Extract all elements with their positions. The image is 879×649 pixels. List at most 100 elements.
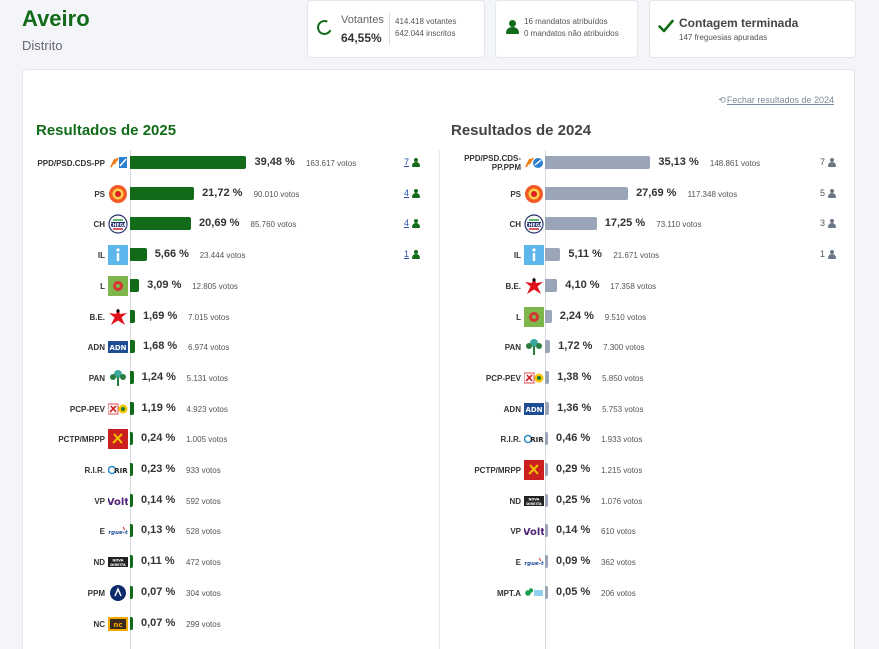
- ps-logo: [108, 184, 128, 204]
- vote-share-bar: [545, 340, 551, 354]
- party-row: PCTP/MRPP 0,29 % 1.215 votos: [23, 459, 856, 481]
- vote-count: 21.671 votos: [613, 251, 660, 261]
- inscritos-count: 642.044 inscritos: [395, 29, 456, 38]
- vote-count: 4.923 votos: [186, 404, 228, 414]
- party-name: IL: [513, 251, 521, 261]
- vote-share-pct: 0,07 %: [141, 616, 176, 629]
- party-row: PPD/PSD.CDS-PP.PPM 35,13 % 148.861 votos 7: [23, 152, 856, 174]
- person-icon: [412, 188, 420, 198]
- seat-count[interactable]: 4: [404, 218, 410, 229]
- party-row: PCTP/MRPP 0,24 % 1.005 votos: [23, 428, 856, 450]
- vote-share-bar: [130, 309, 135, 323]
- votantes-label: Votantes: [341, 14, 384, 26]
- vote-share-pct: 1,72 %: [558, 340, 593, 353]
- vote-share-bar: [545, 524, 548, 538]
- vote-count: 5.850 votos: [602, 373, 644, 383]
- rir-logo: RIR: [524, 429, 544, 449]
- contagem-title: Contagem terminada: [679, 16, 799, 30]
- vote-share-pct: 27,69 %: [636, 186, 677, 199]
- vote-count: 17.358 votos: [610, 281, 657, 291]
- mandatos-card: 16 mandatos atribuídos 0 mandatos não at…: [495, 0, 638, 58]
- vote-count: 1.215 votos: [601, 466, 643, 475]
- district-subtitle: Distrito: [22, 38, 63, 53]
- vote-share-pct: 1,68 %: [142, 340, 178, 353]
- results-2025-title: Resultados de 2025: [36, 122, 177, 139]
- party-name: ND: [509, 496, 521, 506]
- be-logo: [108, 307, 128, 327]
- results-2024-title: Resultados de 2024: [451, 122, 592, 139]
- party-name: VP: [94, 496, 105, 506]
- vote-share-pct: 0,09 %: [556, 555, 591, 568]
- rir-logo: RIR: [108, 460, 128, 480]
- party-row: CH CHEGA 17,25 % 73.110 votos 3: [23, 213, 856, 235]
- vote-share-bar: [545, 401, 550, 415]
- close-2024-link[interactable]: ⟲Fechar resultados de 2024: [718, 95, 834, 106]
- votantes-pct: 64,55%: [341, 31, 382, 45]
- svg-text:RIR: RIR: [114, 467, 128, 475]
- vote-share-bar: [545, 585, 548, 599]
- vote-share-pct: 21,72 %: [202, 186, 243, 199]
- vote-share-bar: [545, 156, 651, 169]
- vote-count: 610 votos: [601, 527, 636, 537]
- undo-icon: ⟲: [718, 95, 726, 105]
- ps-logo: [524, 184, 544, 204]
- seat-count[interactable]: 4: [404, 187, 410, 198]
- nd-logo: NOVA DIREITA: [108, 552, 128, 572]
- person-icon: [828, 219, 836, 229]
- party-name: CH: [93, 220, 105, 230]
- il-logo: [108, 245, 128, 266]
- vote-share-bar: [130, 616, 133, 630]
- svg-text:CHEGA: CHEGA: [525, 223, 543, 229]
- party-row: R.I.R. RIR 0,23 % 933 votos: [23, 459, 856, 481]
- livre-logo: [524, 306, 544, 327]
- vote-count: 933 votos: [186, 466, 221, 475]
- vote-share-bar: [130, 217, 192, 231]
- vote-count: 472 votos: [186, 558, 221, 568]
- vote-share-pct: 0,13 %: [141, 524, 176, 537]
- party-row: MPT.A 0,05 % 206 votos: [23, 582, 856, 604]
- vote-share-pct: 35,13 %: [658, 156, 699, 168]
- vote-count: 85.760 votos: [250, 220, 297, 230]
- person-icon: [828, 158, 836, 167]
- seat-count: 1: [820, 249, 826, 260]
- party-name: PCTP/MRPP: [58, 435, 105, 445]
- party-name: IL: [97, 251, 105, 261]
- vote-share-pct: 17,25 %: [604, 217, 646, 230]
- axis-line-2024: [545, 150, 546, 649]
- volt-logo: Volt: [524, 521, 544, 541]
- person-icon: [412, 250, 420, 260]
- party-name: PAN: [88, 373, 105, 383]
- vote-share-pct: 1,69 %: [142, 309, 178, 322]
- party-row: ADN ADN 1,36 % 5.753 votos: [23, 398, 856, 420]
- pcp-pev-logo: [524, 368, 544, 388]
- party-name: E: [99, 527, 105, 537]
- party-name: PCTP/MRPP: [474, 466, 521, 475]
- nc-logo: nc: [108, 614, 128, 634]
- axis-line-2025: [130, 150, 131, 649]
- votantes-count: 414.418 votantes: [395, 17, 457, 26]
- pan-logo: [524, 337, 544, 357]
- party-name: ADN: [503, 404, 521, 414]
- vote-count: 528 votos: [186, 527, 221, 537]
- nd-logo: NOVA DIREITA: [524, 491, 544, 511]
- seat-count[interactable]: 1: [404, 249, 410, 260]
- vote-share-bar: [545, 248, 561, 262]
- party-row: VP Volt 0,14 % 592 votos: [23, 490, 856, 512]
- pctp-logo: [524, 460, 544, 480]
- party-row: PPM 0,07 % 304 votos: [23, 582, 856, 604]
- party-name: ADN: [87, 343, 105, 353]
- party-name: PCP-PEV: [69, 404, 105, 414]
- vote-count: 5.753 votos: [602, 404, 644, 414]
- party-row: VP Volt 0,14 % 610 votos: [23, 520, 856, 542]
- party-row: NC nc 0,07 % 299 votos: [23, 613, 856, 635]
- svg-text:DIREITA: DIREITA: [110, 563, 126, 567]
- vote-share-bar: [130, 186, 195, 200]
- ch-logo: CHEGA: [108, 214, 128, 234]
- person-icon: [828, 188, 836, 198]
- person-icon: [506, 20, 519, 34]
- party-name: R.I.R.: [500, 435, 521, 445]
- seat-count[interactable]: 7: [404, 157, 410, 167]
- vote-share-bar: [130, 370, 134, 384]
- svg-text:nc: nc: [113, 621, 122, 629]
- person-icon: [412, 158, 420, 167]
